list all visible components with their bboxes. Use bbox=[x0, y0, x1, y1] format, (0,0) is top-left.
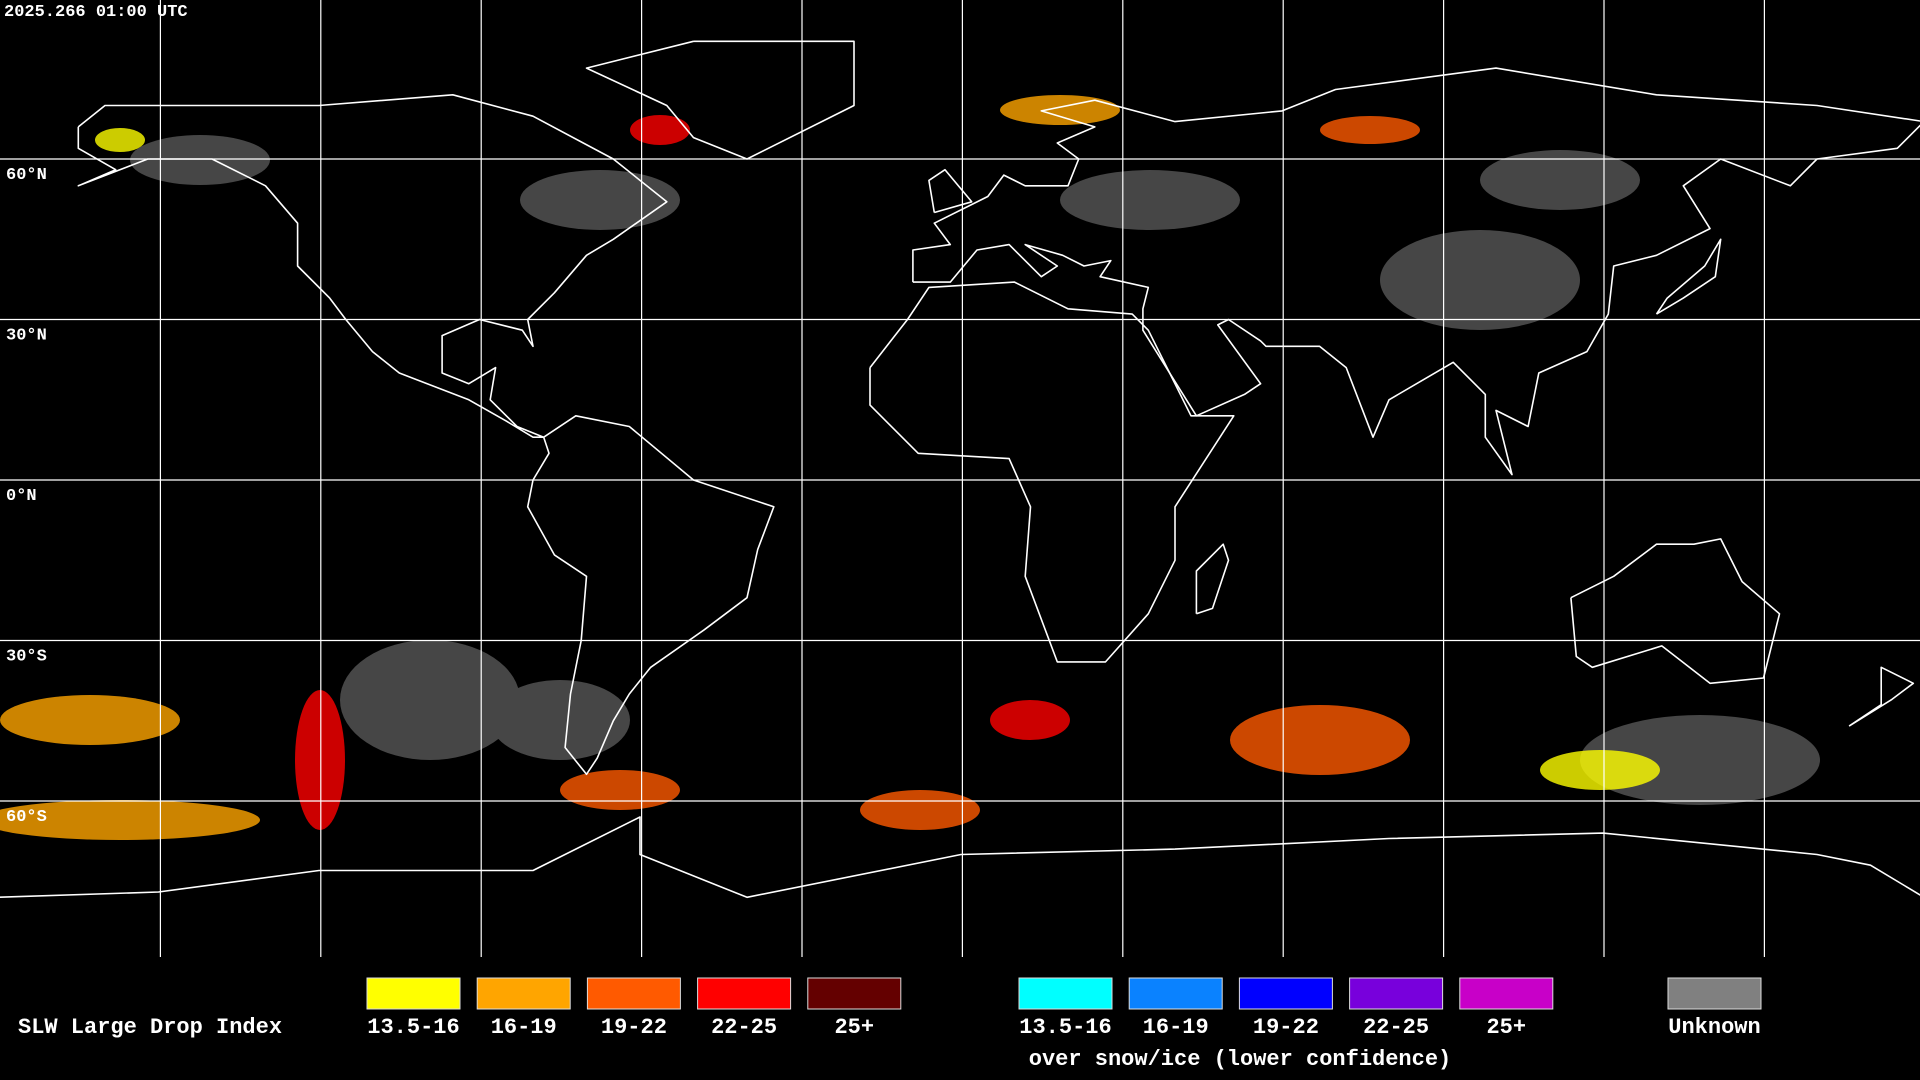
legend-swatch bbox=[807, 977, 902, 1010]
cloud-field bbox=[0, 95, 1820, 840]
coastline bbox=[1570, 538, 1781, 685]
lat-label: 0°N bbox=[6, 487, 37, 506]
coastline bbox=[585, 40, 855, 160]
legend-label: 19-22 bbox=[1253, 1015, 1319, 1040]
legend-label: 13.5-16 bbox=[1019, 1015, 1111, 1040]
legend-swatch bbox=[1018, 977, 1113, 1010]
legend-label: 16-19 bbox=[1143, 1015, 1209, 1040]
legend-label: 19-22 bbox=[601, 1015, 667, 1040]
legend-swatch bbox=[1459, 977, 1554, 1010]
legend-label: 22-25 bbox=[1363, 1015, 1429, 1040]
lat-label: 60°N bbox=[6, 166, 47, 185]
legend-label: 25+ bbox=[834, 1015, 874, 1040]
coastline bbox=[0, 816, 1920, 899]
legend-swatch bbox=[366, 977, 461, 1010]
legend-label: 25+ bbox=[1486, 1015, 1526, 1040]
legend-title: SLW Large Drop Index bbox=[18, 1015, 282, 1040]
legend-swatch bbox=[1128, 977, 1223, 1010]
coastlines bbox=[0, 40, 1920, 899]
coastline bbox=[77, 94, 668, 438]
legend-caption: over snow/ice (lower confidence) bbox=[1029, 1047, 1451, 1072]
coastline bbox=[912, 67, 1920, 476]
coastline bbox=[526, 415, 775, 776]
legend-swatch bbox=[1667, 977, 1762, 1010]
coastline bbox=[1195, 543, 1230, 615]
legend-label: Unknown bbox=[1668, 1015, 1760, 1040]
lat-label: 30°S bbox=[6, 648, 47, 667]
timestamp: 2025.266 01:00 UTC bbox=[4, 3, 188, 22]
legend-label: 13.5-16 bbox=[367, 1015, 459, 1040]
legend-swatch bbox=[1349, 977, 1444, 1010]
coastline bbox=[869, 281, 1235, 663]
legend-panel bbox=[0, 957, 1920, 1080]
coastline bbox=[928, 168, 973, 214]
legend-swatch bbox=[697, 977, 792, 1010]
legend-label: 16-19 bbox=[491, 1015, 557, 1040]
graticule bbox=[0, 0, 1920, 957]
lat-label: 30°N bbox=[6, 327, 47, 346]
legend-swatch bbox=[1238, 977, 1333, 1010]
lat-label: 60°S bbox=[6, 808, 47, 827]
legend-swatch bbox=[586, 977, 681, 1010]
coastline bbox=[1655, 238, 1722, 315]
legend-swatch bbox=[476, 977, 571, 1010]
legend-label: 22-25 bbox=[711, 1015, 777, 1040]
coastline bbox=[1848, 666, 1915, 727]
